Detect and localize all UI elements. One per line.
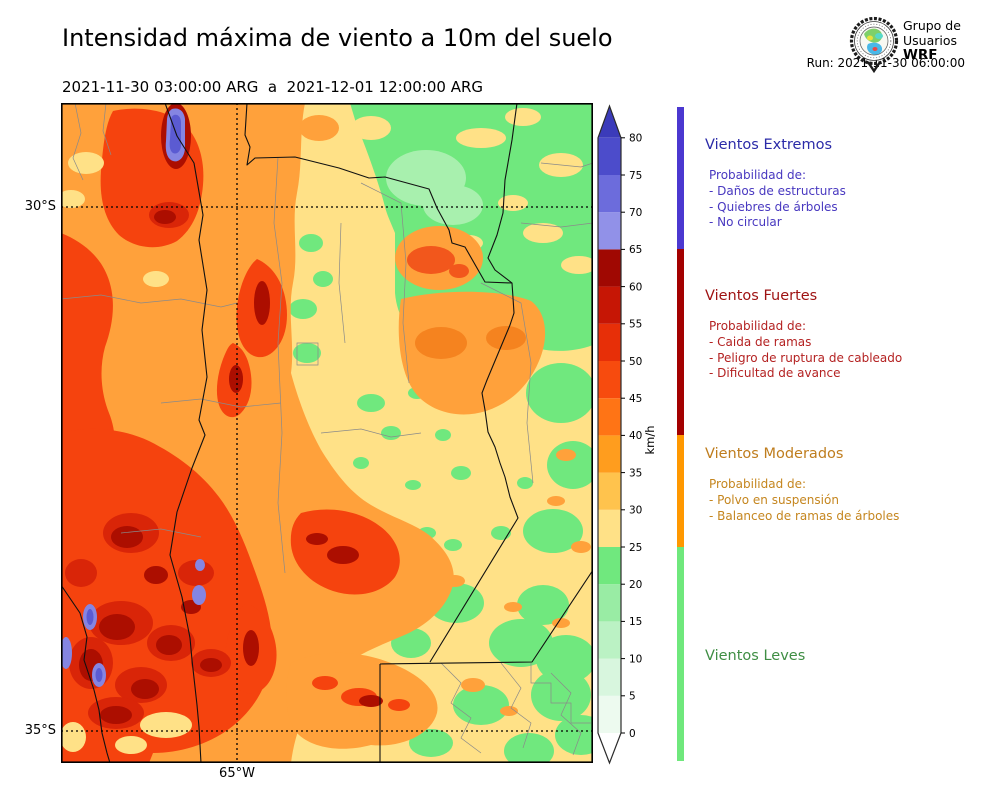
legend-item: - Polvo en suspensión [709, 492, 839, 507]
colorbar-tick-label: 55 [629, 319, 642, 331]
colorbar-tick-label: 75 [629, 170, 642, 182]
colorbar-level [598, 547, 621, 585]
colorbar-tick-label: 15 [629, 616, 642, 628]
colorbar-level [598, 361, 621, 399]
legend-title-moderados: Vientos Moderados [705, 446, 844, 462]
wind-map-canvas [61, 103, 593, 763]
legend-section-fuertes: Vientos Fuertes Probabilidad de: - Caida… [705, 288, 995, 382]
gridlines [61, 103, 593, 763]
legend-body-moderados: Probabilidad de: - Polvo en suspensión -… [709, 477, 995, 524]
lat-label-30s: 30°S [24, 199, 56, 214]
colorbar-level [598, 509, 621, 547]
wrf-logo-text: Grupo de Usuarios WRF [903, 18, 961, 63]
legend-item: - Balanceo de ramas de árboles [709, 508, 900, 523]
colorbar-tick-label: 70 [629, 207, 642, 219]
colorbar-level [598, 695, 621, 733]
subtitle-dates: 2021-11-30 03:00:00 ARG a 2021-12-01 12:… [62, 78, 484, 96]
colorbar-tick-label: 45 [629, 393, 642, 405]
legend-item: - Daños de estructuras [709, 183, 846, 198]
colorbar-tick-label: 40 [629, 430, 642, 442]
logo-line-2: Usuarios [903, 32, 958, 48]
legend-title-leves: Vientos Leves [705, 648, 806, 664]
colorbar-level [598, 621, 621, 659]
legend-body-extremos: Probabilidad de: - Daños de estructuras … [709, 168, 995, 231]
category-bar-segment [677, 547, 684, 761]
legend-item: - Dificultad de avance [709, 366, 841, 381]
colorbar-tick-label: 65 [629, 244, 642, 256]
category-bar-segment [677, 107, 684, 250]
colorbar-tick-label: 60 [629, 281, 642, 293]
colorbar-level [598, 435, 621, 473]
colorbar-under-arrow [598, 733, 621, 763]
wrf-logo-emblem [849, 16, 899, 74]
lat-label-35s: 35°S [24, 723, 56, 738]
legend-body-fuertes: Probabilidad de: - Caida de ramas - Peli… [709, 319, 995, 382]
model-run-label: Run: 2021-11-30 06:00:00 [806, 56, 965, 70]
legend-title-extremos: Vientos Extremos [705, 137, 833, 153]
logo-radar-art [864, 28, 883, 55]
colorbar-level [598, 584, 621, 622]
legend-item: - No circular [709, 215, 782, 230]
category-bar-segment [677, 249, 684, 436]
category-bar-segment [677, 435, 684, 547]
map-frame [61, 103, 593, 763]
legend-intro: Probabilidad de: [709, 168, 807, 182]
colorbar-level [598, 398, 621, 436]
legend-item: - Caida de ramas [709, 334, 812, 349]
colorbar-level [598, 249, 621, 287]
legend-intro: Probabilidad de: [709, 319, 807, 333]
colorbar-tick-label: 80 [629, 133, 642, 145]
colorbar-level [598, 323, 621, 361]
colorbar-over-arrow [598, 106, 621, 138]
legend-section-moderados: Vientos Moderados Probabilidad de: - Pol… [705, 446, 995, 524]
colorbar-tick-label: 25 [629, 542, 642, 554]
colorbar-level [598, 137, 621, 175]
colorbar-level [598, 175, 621, 213]
colorbar-tick-label: 20 [629, 579, 642, 591]
colorbar-tick-label: 35 [629, 467, 642, 479]
legend-item: - Peligro de ruptura de cableado [709, 350, 903, 365]
colorbar-level [598, 658, 621, 696]
lon-label-65w: 65°W [219, 766, 255, 781]
colorbar-tick-label: 10 [629, 653, 642, 665]
colorbar-tick-label: 50 [629, 356, 642, 368]
wind-field [61, 103, 593, 763]
legend-intro: Probabilidad de: [709, 477, 807, 491]
category-color-bar [677, 0, 684, 800]
colorbar-tick-label: 5 [629, 691, 636, 703]
legend-section-leves: Vientos Leves [705, 648, 995, 664]
legend-item: - Quiebres de árboles [709, 199, 838, 214]
colorbar-tick-label: 30 [629, 505, 642, 517]
colorbar-tick-label: 0 [629, 728, 636, 740]
department-borders [61, 103, 593, 756]
colorbar: 0 5 10 15 20 25 30 35 40 45 50 55 60 65 70 75 80 km/h [597, 104, 657, 765]
colorbar-level [598, 212, 621, 250]
page-title: Intensidad máxima de viento a 10m del su… [62, 24, 613, 52]
colorbar-level [598, 286, 621, 324]
colorbar-unit-label: km/h [643, 425, 657, 454]
legend-title-fuertes: Vientos Fuertes [705, 288, 818, 304]
colorbar-level [598, 472, 621, 510]
logo-line-1: Grupo de [903, 18, 961, 33]
legend-section-extremos: Vientos Extremos Probabilidad de: - Daño… [705, 137, 995, 231]
logo-line-3: WRF [903, 47, 938, 63]
province-borders [61, 103, 593, 763]
